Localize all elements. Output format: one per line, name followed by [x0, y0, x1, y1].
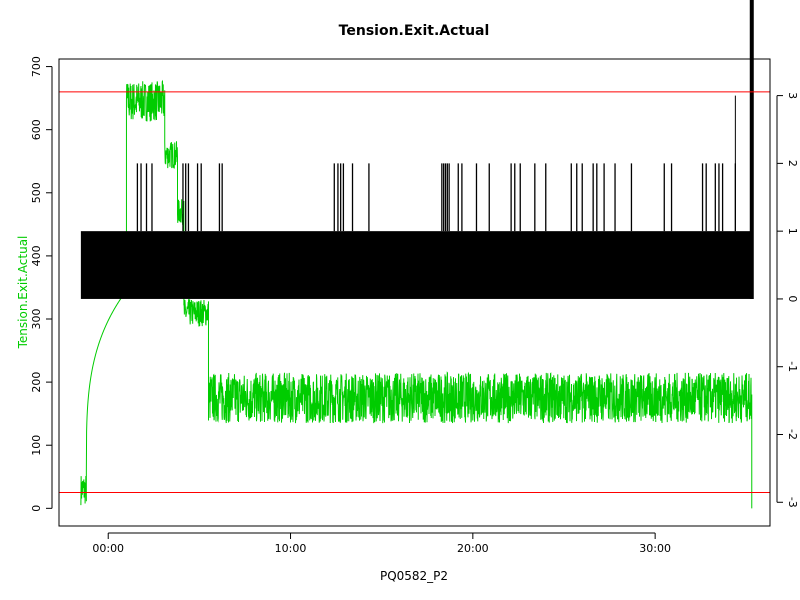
series-line: [80, 79, 753, 509]
y-tick-label: 200: [30, 372, 43, 393]
y-tick-label: 600: [30, 119, 43, 140]
plot-frame: [58, 58, 771, 527]
y-tick-label: 500: [30, 182, 43, 203]
reference-lines: [59, 91, 770, 494]
x-axis-title: PQ0582_P2: [380, 569, 448, 583]
y2-tick-label: 0: [786, 295, 799, 302]
axes: 0 100 200 300 400 500 600 700 -3 -2 -1 0 1 2 3 00:00 10:…: [30, 56, 799, 555]
x-tick-label: 20:00: [457, 542, 489, 555]
y2-tick-label: -1: [786, 361, 799, 372]
y-axis-title: Tension.Exit.Actual: [16, 236, 30, 350]
y2-tick-label: 3: [786, 92, 799, 99]
chart-title: Tension.Exit.Actual: [339, 23, 490, 39]
x-tick-label: 00:00: [92, 542, 124, 555]
y-tick-label: 700: [30, 56, 43, 77]
y2-tick-label: -3: [786, 497, 799, 508]
y-tick-label: 400: [30, 245, 43, 266]
plot-layer: [80, 0, 754, 509]
y2-tick-label: 2: [786, 160, 799, 167]
y-tick-label: 0: [30, 505, 43, 512]
y-tick-label: 300: [30, 309, 43, 330]
x-tick-label: 30:00: [639, 542, 671, 555]
x-tick-label: 10:00: [275, 542, 307, 555]
signal-band: [80, 231, 752, 299]
y-tick-label: 100: [30, 435, 43, 456]
y2-tick-label: 1: [786, 228, 799, 235]
y2-tick-label: -2: [786, 429, 799, 440]
